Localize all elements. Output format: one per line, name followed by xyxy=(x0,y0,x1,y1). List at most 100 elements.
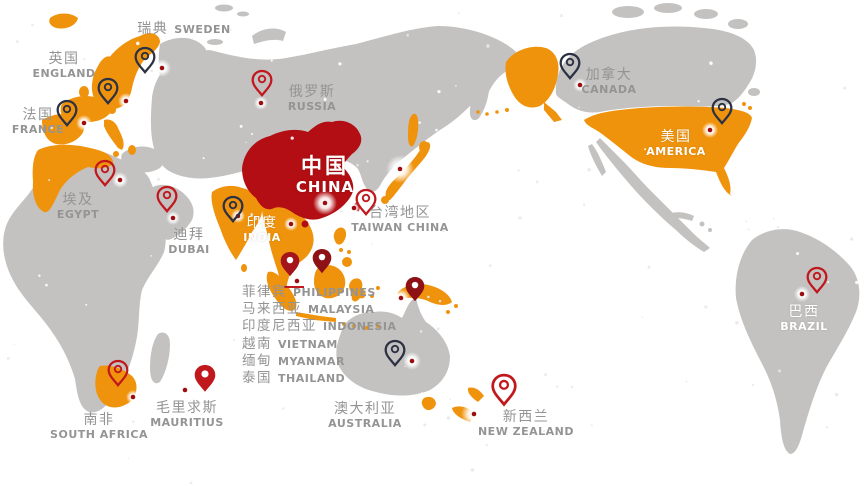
speckle-dot xyxy=(352,383,356,387)
glow-dot-france xyxy=(81,120,87,126)
label-english-text: MYANMAR xyxy=(278,354,346,368)
speckle-dot xyxy=(371,243,374,246)
speckle-dot xyxy=(442,229,445,233)
label-english-text: THAILAND xyxy=(278,371,346,385)
country-mindanao xyxy=(342,257,352,267)
glow-dot-mauritius xyxy=(182,387,188,393)
sea-label-row-thailand: 泰国 THAILAND xyxy=(242,366,397,386)
landmass-mexico xyxy=(596,138,710,252)
speckle-dot xyxy=(437,89,441,94)
speckle-dot xyxy=(470,468,475,472)
glow-dot-saudi xyxy=(170,215,176,221)
speckle-dot xyxy=(542,429,546,433)
speckle-dot xyxy=(349,400,352,403)
speckle-dot xyxy=(709,61,713,65)
speckle-dot xyxy=(849,237,854,241)
location-pin-icon-philippines xyxy=(312,248,332,274)
label-english-text: PHILIPPINES xyxy=(293,286,376,299)
glow-dot-sweden xyxy=(159,65,165,71)
speckle-dot xyxy=(855,280,859,285)
speckle-dot xyxy=(427,295,430,299)
speckle-dot xyxy=(406,33,409,37)
speckle-dot xyxy=(772,217,775,220)
speckle-dot xyxy=(751,383,755,387)
speckle-dot xyxy=(685,380,688,383)
label-chinese-text: 马来西亚 xyxy=(242,301,302,318)
landmass-arctic-island xyxy=(654,3,682,13)
speckle-dot xyxy=(723,331,726,333)
speckle-dot xyxy=(117,38,122,42)
speckle-dot xyxy=(245,141,247,144)
country-ireland xyxy=(79,86,89,98)
speckle-dot xyxy=(420,392,423,395)
island-dot xyxy=(454,304,458,308)
speckle-dot xyxy=(419,330,423,333)
speckle-dot xyxy=(140,81,144,85)
glow-dot-australia xyxy=(409,358,415,364)
speckle-dot xyxy=(518,216,522,220)
speckle-dot xyxy=(38,274,41,278)
speckle-dot xyxy=(498,99,501,103)
speckle-dot xyxy=(666,0,669,1)
speckle-dot xyxy=(807,133,811,137)
island-dot xyxy=(342,322,346,326)
speckle-dot xyxy=(679,438,681,441)
landmass-cuba xyxy=(668,212,694,221)
sea-label-row-philippines: 菲律宾 PHILIPPINES xyxy=(242,280,397,300)
speckle-dot xyxy=(366,160,369,163)
speckle-dot xyxy=(593,296,595,298)
country-luzon xyxy=(333,227,347,245)
speckle-dot xyxy=(290,288,293,291)
speckle-dot xyxy=(280,344,284,348)
label-chinese-text: 印度尼西亚 xyxy=(242,318,317,335)
speckle-dot xyxy=(786,0,788,1)
speckle-dot xyxy=(720,189,724,192)
speckle-dot xyxy=(175,250,179,254)
speckle-dot xyxy=(132,420,135,423)
country-sulawesi xyxy=(349,278,366,302)
country-indochina xyxy=(261,194,314,292)
speckle-dot xyxy=(533,420,536,424)
speckle-dot xyxy=(230,29,232,31)
glow-dot-japan xyxy=(397,166,403,172)
country-northwest-africa xyxy=(32,144,114,213)
country-denmark xyxy=(108,106,116,114)
speckle-dot xyxy=(641,316,644,318)
speckle-dot xyxy=(116,482,119,485)
speckle-dot xyxy=(535,180,539,184)
speckle-dot xyxy=(423,423,427,427)
speckle-dot xyxy=(239,124,243,128)
speckle-dot xyxy=(27,164,30,167)
speckle-dot xyxy=(435,128,438,132)
speckle-dot xyxy=(48,360,52,364)
speckle-dot xyxy=(418,121,421,124)
speckle-dot xyxy=(490,392,493,395)
country-alaska xyxy=(505,46,559,108)
speckle-dot xyxy=(135,474,139,478)
speckle-layer xyxy=(6,0,863,485)
speckle-dot xyxy=(124,131,127,134)
location-pin-icon-south-africa xyxy=(107,359,129,388)
speckle-dot xyxy=(446,416,451,420)
speckle-dot xyxy=(239,298,243,303)
sea-label-row-vietnam: 越南 VIETNAM xyxy=(242,332,397,352)
speckle-dot xyxy=(513,457,517,462)
sea-label-row-malaysia: 马来西亚 MALAYSIA xyxy=(242,297,397,318)
landmass-arctic-island xyxy=(703,36,721,44)
country-java xyxy=(296,312,336,322)
speckle-dot xyxy=(587,335,591,339)
speckle-dot xyxy=(595,445,597,448)
aleutian-dot xyxy=(495,110,499,114)
speckle-dot xyxy=(559,211,561,214)
country-hokkaido xyxy=(419,141,429,153)
speckle-dot xyxy=(282,407,285,410)
speckle-dot xyxy=(140,317,143,320)
speckle-dot xyxy=(202,157,205,160)
landmass-island xyxy=(708,228,712,232)
glow-dot-taiwan xyxy=(351,205,357,211)
country-iberia xyxy=(42,113,85,145)
label-chinese-text: 泰国 xyxy=(242,369,272,386)
speckle-dot xyxy=(612,339,615,341)
